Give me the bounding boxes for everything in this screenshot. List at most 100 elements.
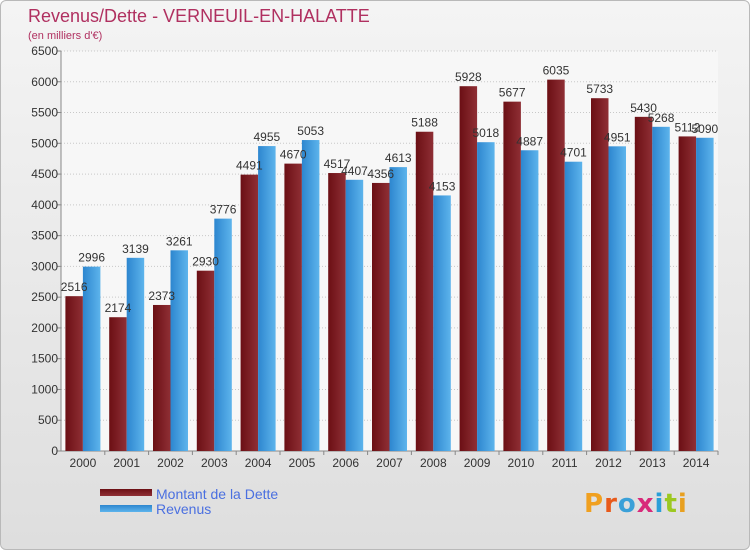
y-tick-label: 4500 [31,167,58,181]
bar-revenue [389,167,407,451]
bar-debt [372,182,390,451]
axes: 0 500 1000 1500 2000 2500 3000 3500 4000 4500 5000… [31,44,719,470]
brand-letter: t [664,489,678,519]
y-tick-label: 3500 [31,229,58,243]
bar-revenue [258,146,276,452]
data-label-debt: 2373 [148,289,175,303]
bar-debt [415,131,434,451]
data-label-debt: 2174 [105,301,132,315]
bar-revenue [520,150,539,451]
brand-letter: x [636,489,655,519]
data-label-debt: 4670 [280,148,307,162]
bar-debt [284,163,302,451]
data-label-revenue: 4613 [385,151,412,165]
x-tick-label: 2005 [289,456,316,470]
bar-debt [591,98,609,451]
data-label-revenue: 5268 [648,111,675,125]
y-tick-label: 5500 [31,106,58,120]
data-label-revenue: 5053 [297,124,324,138]
bar-revenue [477,142,495,451]
data-label-revenue: 4887 [516,134,543,148]
data-label-debt: 6035 [543,64,570,78]
y-tick-label: 0 [51,444,58,458]
data-label-debt: 5112 [674,120,700,134]
y-tick-label: 5000 [31,136,58,150]
legend-swatch-revenue [100,505,152,512]
bar-revenue [608,146,626,452]
x-tick-label: 2013 [639,456,666,470]
y-tick-label: 1000 [31,382,58,396]
y-tick-label: 4000 [31,198,58,212]
data-label-revenue: 4153 [429,179,456,193]
legend-label-debt: Montant de la Dette [156,486,279,502]
data-label-revenue: 3139 [122,242,149,256]
y-tick-label: 6000 [31,75,58,89]
data-label-revenue: 2996 [78,251,105,265]
legend-swatch-debt [100,489,152,496]
bar-debt [196,270,215,451]
bar-revenue [170,250,188,451]
brand-letter: r [604,489,618,519]
x-tick-label: 2001 [113,456,140,470]
brand-letter: i [677,489,688,519]
data-label-debt: 5733 [586,82,613,96]
legend-label-revenue: Revenus [156,501,212,517]
x-tick-label: 2004 [245,456,272,470]
x-tick-label: 2014 [683,456,710,470]
x-tick-label: 2002 [157,456,184,470]
bar-revenue [696,137,714,451]
data-label-debt: 4491 [236,159,263,173]
data-label-debt: 5430 [630,101,657,115]
bar-revenue [82,266,101,451]
x-tick-label: 2008 [420,456,447,470]
x-tick-label: 2003 [201,456,228,470]
bar-debt [109,317,127,451]
data-labels: 2516 2996 2174 3139 2373 3261 2930 3776 4491 4955… [61,64,719,316]
data-label-revenue: 4955 [253,130,280,144]
y-tick-label: 6500 [31,44,58,58]
bar-revenue [214,218,232,451]
x-tick-label: 2012 [595,456,622,470]
x-tick-label: 2011 [552,456,578,470]
bar-debt [547,79,565,451]
brand-logo: Proxiti [584,489,688,519]
data-label-revenue: 4701 [560,146,587,160]
data-label-debt: 5928 [455,70,482,84]
chart-subtitle: (en milliers d'€) [28,30,103,42]
bars [65,79,714,452]
bar-revenue [301,140,320,452]
x-tick-label: 2007 [376,456,403,470]
brand-letter: i [654,489,665,519]
data-label-debt: 5677 [499,86,526,100]
x-tick-label: 2000 [70,456,97,470]
x-tick-label: 2009 [464,456,491,470]
bar-revenue [433,195,451,451]
data-label-debt: 4517 [324,157,351,171]
data-label-revenue: 4951 [604,130,631,144]
data-label-debt: 5188 [411,116,438,130]
x-tick-label: 2006 [332,456,359,470]
bar-revenue [345,179,364,452]
data-label-revenue: 3261 [166,234,193,248]
bar-debt [678,136,697,451]
brand-letter: o [617,489,637,519]
data-label-debt: 4356 [367,167,394,181]
bar-revenue [126,257,145,451]
data-label-revenue: 5090 [691,122,718,136]
bar-revenue [564,161,583,451]
bar-debt [634,116,653,451]
bar-debt [459,86,478,451]
bar-debt [240,174,259,451]
bar-debt [328,173,346,451]
data-label-debt: 2930 [192,255,219,269]
y-tick-label: 500 [38,413,58,427]
y-tick-label: 2000 [31,321,58,335]
y-tick-label: 1500 [31,352,58,366]
y-tick-label: 3000 [31,259,58,273]
x-tick-label: 2010 [508,456,535,470]
y-tick-label: 2500 [31,290,58,304]
bar-debt [503,101,521,452]
data-label-revenue: 5018 [472,126,499,140]
